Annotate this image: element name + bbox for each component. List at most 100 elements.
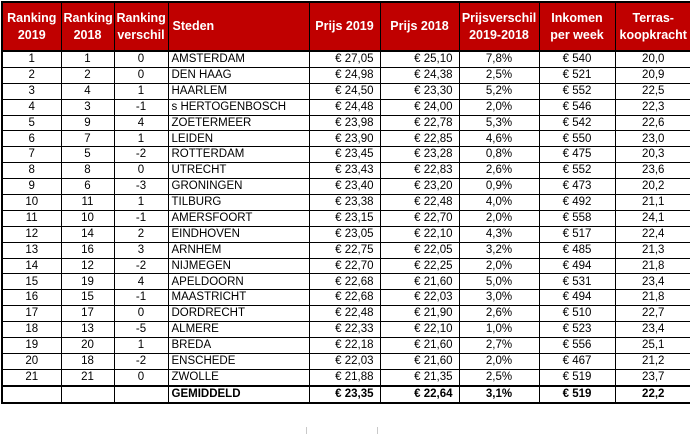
table-cell: € 473 <box>538 178 616 196</box>
table-cell: € 552 <box>538 82 616 100</box>
average-cell <box>60 384 115 404</box>
table-row: 14 12 -2 NIJMEGEN € 22,70 € 22,25 2,0% € 494 21,… <box>1 257 690 275</box>
table-cell: 23,4 <box>614 273 690 291</box>
table-row: 21 21 0 ZWOLLE € 21,88 € 21,35 2,5% € 519 23,7 <box>1 368 690 387</box>
table-row: 1 1 0 AMSTERDAM € 27,05 € 25,10 7,8% € 540 20,0 <box>1 50 690 68</box>
table-cell: -5 <box>113 321 169 339</box>
table-cell: € 22,48 <box>379 194 460 211</box>
table-cell: 0 <box>113 305 169 323</box>
table-cell: 8 <box>1 162 62 180</box>
table-cell: -1 <box>113 209 169 227</box>
table-row: 12 14 2 EINDHOVEN € 23,05 € 22,10 4,3% € 517 22,… <box>1 225 690 243</box>
table-cell: 20,0 <box>614 50 690 68</box>
table-cell: € 21,60 <box>379 337 460 354</box>
table-cell: € 23,30 <box>379 82 460 100</box>
table-cell: € 22,10 <box>379 225 460 243</box>
table-cell: ZWOLLE <box>167 368 310 387</box>
table-cell: AMSTERDAM <box>167 50 310 68</box>
table-cell: € 21,90 <box>379 305 460 323</box>
table-cell: € 22,03 <box>379 289 460 307</box>
table-cell: 24,1 <box>614 209 690 227</box>
table-cell: -1 <box>113 289 169 307</box>
table-cell: 1 <box>1 50 62 68</box>
average-cell: € 519 <box>538 384 616 404</box>
table-cell: € 25,10 <box>379 50 460 68</box>
table-cell: 17 <box>60 305 115 323</box>
table-row: 2 2 0 DEN HAAG € 24,98 € 24,38 2,5% € 521 20,9 <box>1 66 690 84</box>
table-cell: 4,0% <box>458 194 540 211</box>
average-cell: GEMIDDELD <box>167 384 310 404</box>
table-cell: UTRECHT <box>167 162 310 180</box>
table-cell: € 23,38 <box>308 194 381 211</box>
table-cell: 3,2% <box>458 241 540 259</box>
table-cell: 19 <box>1 337 62 354</box>
table-cell: 19 <box>60 273 115 291</box>
table-cell: 2,7% <box>458 337 540 354</box>
table-cell: GRONINGEN <box>167 178 310 196</box>
table-cell: € 546 <box>538 98 616 116</box>
table-cell: 4 <box>113 273 169 291</box>
table-cell: € 23,15 <box>308 209 381 227</box>
table-cell: € 22,18 <box>308 337 381 354</box>
table-cell: € 22,03 <box>308 352 381 370</box>
table-row: 20 18 -2 ENSCHEDE € 22,03 € 21,60 2,0% € 467 21,… <box>1 352 690 370</box>
table-cell: 11 <box>60 194 115 211</box>
table-cell: 13 <box>60 321 115 339</box>
table-cell: 4,3% <box>458 225 540 243</box>
table-cell: s HERTOGENBOSCH <box>167 98 310 116</box>
table-cell: € 24,00 <box>379 98 460 116</box>
table-cell: 3 <box>113 241 169 259</box>
table-cell: 15 <box>60 289 115 307</box>
column-header: Prijs 2018 <box>379 1 460 52</box>
table-cell: € 27,05 <box>308 50 381 68</box>
table-cell: 3,0% <box>458 289 540 307</box>
table-cell: € 24,48 <box>308 98 381 116</box>
table-cell: € 21,88 <box>308 368 381 387</box>
table-cell: 12 <box>60 257 115 275</box>
table-cell: 2,5% <box>458 368 540 387</box>
table-cell: -2 <box>113 257 169 275</box>
table-cell: 6 <box>1 130 62 148</box>
table-row: 17 17 0 DORDRECHT € 22,48 € 21,90 2,6% € 510 22,… <box>1 305 690 323</box>
table-row: 11 10 -1 AMERSFOORT € 23,15 € 22,70 2,0% € 558 2… <box>1 209 690 227</box>
table-cell: € 21,35 <box>379 368 460 387</box>
table-cell: ARNHEM <box>167 241 310 259</box>
table-header: Ranking 2019 Ranking 2018 Ranking verschil… <box>1 1 690 52</box>
table-cell: 2,6% <box>458 305 540 323</box>
table-row: 7 5 -2 ROTTERDAM € 23,45 € 23,28 0,8% € 475 20,3 <box>1 146 690 164</box>
table-cell: € 22,68 <box>308 289 381 307</box>
table-cell: € 24,98 <box>308 66 381 84</box>
table-cell: 22,6 <box>614 114 690 132</box>
table-cell: 6 <box>60 178 115 196</box>
table-cell: 5 <box>1 114 62 132</box>
table-cell: € 550 <box>538 130 616 148</box>
table-cell: 0 <box>113 50 169 68</box>
table-cell: € 24,50 <box>308 82 381 100</box>
table-cell: € 23,05 <box>308 225 381 243</box>
table-cell: 0 <box>113 162 169 180</box>
table-cell: 0 <box>113 66 169 84</box>
table-cell: 21,8 <box>614 289 690 307</box>
table-cell: 2 <box>60 66 115 84</box>
table-cell: € 22,10 <box>379 321 460 339</box>
table-row: 6 7 1 LEIDEN € 23,90 € 22,85 4,6% € 550 23,0 <box>1 130 690 148</box>
table-cell: € 22,48 <box>308 305 381 323</box>
table-cell: 10 <box>1 194 62 211</box>
table-cell: € 22,05 <box>379 241 460 259</box>
column-header: Ranking 2019 <box>1 1 62 52</box>
table-cell: 20 <box>1 352 62 370</box>
column-header: Ranking 2018 <box>60 1 115 52</box>
table-cell: € 540 <box>538 50 616 68</box>
table-cell: € 24,38 <box>379 66 460 84</box>
table-cell: 21 <box>1 368 62 387</box>
table-cell: 1,0% <box>458 321 540 339</box>
table-cell: € 517 <box>538 225 616 243</box>
table-cell: DEN HAAG <box>167 66 310 84</box>
column-header: Steden <box>167 1 310 52</box>
table-cell: € 467 <box>538 352 616 370</box>
table-cell: MAASTRICHT <box>167 289 310 307</box>
average-cell: 22,2 <box>614 384 690 404</box>
table-cell: 1 <box>60 50 115 68</box>
table-cell: € 542 <box>538 114 616 132</box>
